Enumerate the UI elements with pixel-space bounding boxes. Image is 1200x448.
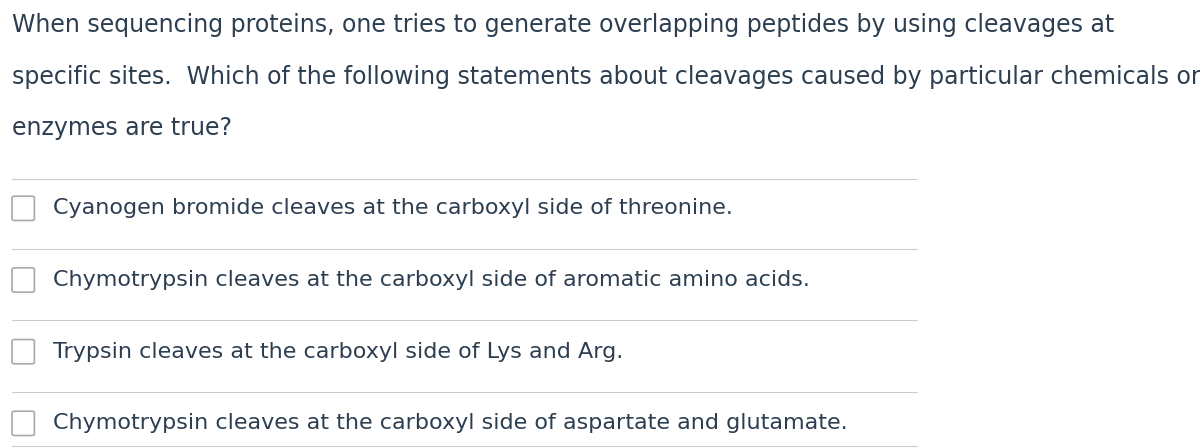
Text: When sequencing proteins, one tries to generate overlapping peptides by using cl: When sequencing proteins, one tries to g… bbox=[12, 13, 1115, 38]
FancyBboxPatch shape bbox=[12, 340, 35, 364]
Text: Chymotrypsin cleaves at the carboxyl side of aspartate and glutamate.: Chymotrypsin cleaves at the carboxyl sid… bbox=[53, 414, 847, 433]
Text: specific sites.  Which of the following statements about cleavages caused by par: specific sites. Which of the following s… bbox=[12, 65, 1200, 89]
Text: Trypsin cleaves at the carboxyl side of Lys and Arg.: Trypsin cleaves at the carboxyl side of … bbox=[53, 342, 623, 362]
FancyBboxPatch shape bbox=[12, 268, 35, 292]
Text: Cyanogen bromide cleaves at the carboxyl side of threonine.: Cyanogen bromide cleaves at the carboxyl… bbox=[53, 198, 733, 218]
FancyBboxPatch shape bbox=[12, 411, 35, 435]
Text: Chymotrypsin cleaves at the carboxyl side of aromatic amino acids.: Chymotrypsin cleaves at the carboxyl sid… bbox=[53, 270, 810, 290]
FancyBboxPatch shape bbox=[12, 196, 35, 220]
Text: enzymes are true?: enzymes are true? bbox=[12, 116, 232, 141]
